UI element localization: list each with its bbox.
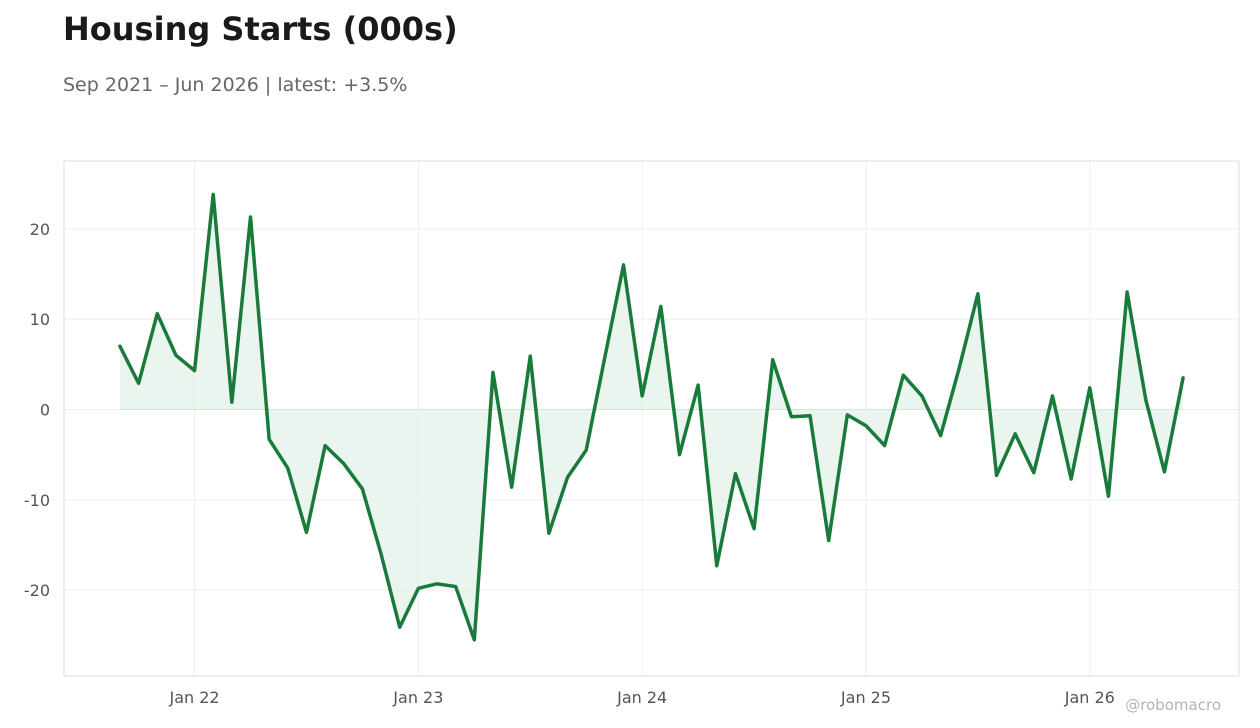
x-tick-label: Jan 25 — [840, 688, 891, 707]
y-tick-label: 20 — [30, 220, 50, 239]
y-tick-labels: 20 10 0 -10 -20 — [24, 220, 50, 600]
x-tick-label: Jan 23 — [392, 688, 443, 707]
x-tick-label: Jan 22 — [169, 688, 220, 707]
x-tick-labels: Jan 22 Jan 23 Jan 24 Jan 25 Jan 26 — [169, 688, 1115, 707]
plot-frame — [63, 160, 1240, 677]
chart-title: Housing Starts (000s) — [63, 10, 458, 48]
watermark: @robomacro — [1125, 696, 1221, 714]
chart-subtitle: Sep 2021 – Jun 2026 | latest: +3.5% — [63, 74, 408, 96]
x-tick-label: Jan 24 — [616, 688, 667, 707]
y-tick-label: -20 — [24, 581, 50, 600]
area-fill — [119, 194, 1184, 640]
y-tick-label: -10 — [24, 491, 50, 510]
series-line — [118, 192, 1185, 642]
y-tick-label: 10 — [30, 310, 50, 329]
y-tick-label: 0 — [40, 400, 50, 419]
x-tick-label: Jan 26 — [1064, 688, 1115, 707]
